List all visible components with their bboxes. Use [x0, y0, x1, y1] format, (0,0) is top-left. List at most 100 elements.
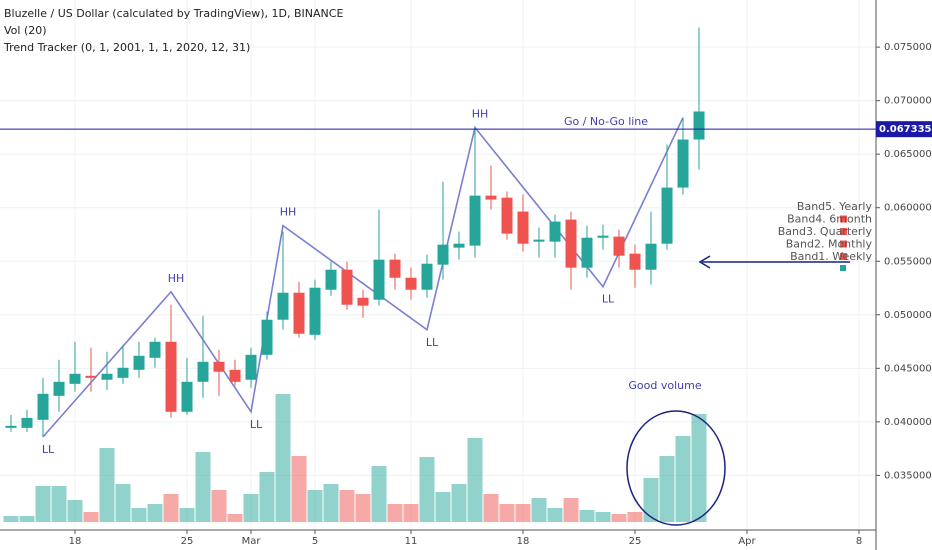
candle-body [661, 187, 673, 244]
band-swatch [840, 215, 847, 223]
pivot-label: LL [426, 336, 439, 349]
volume-bar [227, 514, 243, 522]
candle-body [69, 373, 81, 384]
volume-bar [83, 512, 99, 522]
volume-bar [643, 478, 659, 522]
volume-bar [531, 498, 547, 522]
candle-body [613, 236, 625, 256]
candle-body [197, 361, 209, 382]
candle-body [469, 195, 481, 246]
pivot-label: HH [280, 206, 297, 219]
candle-body [325, 269, 337, 290]
candle-body [181, 381, 193, 412]
x-tick-label: 25 [181, 536, 194, 547]
candle-body [389, 259, 401, 278]
go-line-price: 0.06733586 [879, 124, 932, 135]
band-legend-label: Band2. Monthly [786, 238, 873, 251]
x-tick-label: 18 [517, 536, 530, 547]
volume-bar [627, 512, 643, 522]
volume-bar [659, 456, 675, 522]
volume-bar [51, 486, 67, 522]
band-legend-label: Band3. Quarterly [778, 225, 873, 238]
candle-body [5, 425, 17, 428]
volume-bar [99, 448, 115, 522]
volume-bar [595, 512, 611, 522]
band-swatch [840, 228, 847, 235]
volume-bar [499, 504, 515, 522]
candle-body [533, 239, 545, 242]
volume-bar [19, 516, 35, 522]
band-legend-label: Band4. 6month [787, 213, 872, 226]
volume-bar [547, 508, 563, 522]
candle-body [101, 373, 113, 380]
x-tick-label: Mar [242, 536, 262, 547]
candle-body [357, 297, 369, 306]
candle-body [149, 341, 161, 358]
volume-bar [563, 498, 579, 522]
candle-body [85, 375, 97, 378]
volume-bar [371, 466, 387, 522]
volume-bar [467, 438, 483, 522]
volume-bar [403, 504, 419, 522]
volume-bar [307, 490, 323, 522]
candle-body [693, 111, 705, 140]
x-tick-label: Apr [738, 536, 756, 547]
y-tick-label: 0.07500000 [884, 42, 932, 53]
volume-pane [3, 394, 707, 522]
y-tick-label: 0.04000000 [884, 417, 932, 428]
indicator-legend: Trend Tracker (0, 1, 2001, 1, 1, 2020, 1… [3, 41, 250, 54]
band-swatch [840, 265, 846, 271]
candles [5, 27, 705, 437]
y-tick-label: 0.06500000 [884, 149, 932, 160]
go-line-price-box [876, 121, 932, 138]
arrow-head [698, 255, 711, 269]
volume-bar [115, 484, 131, 522]
x-tick-label: 8 [856, 536, 862, 547]
candle-body [117, 367, 129, 378]
candle-body [405, 277, 417, 290]
candle-body [453, 243, 465, 248]
volume-bar [131, 508, 147, 522]
candle-body [565, 219, 577, 268]
volume-bar [3, 516, 19, 522]
volume-bar [35, 486, 51, 522]
candle-body [309, 287, 321, 335]
volume-bar [147, 504, 163, 522]
candle-body [213, 361, 225, 372]
volume-bar [451, 484, 467, 522]
pivot-label: HH [168, 272, 185, 285]
band-swatch [840, 240, 847, 248]
pivot-label: LL [250, 418, 263, 431]
candle-body [293, 292, 305, 334]
candle-body [37, 393, 49, 420]
volume-bar [419, 457, 435, 522]
volume-bar [483, 494, 499, 522]
band-swatch [840, 253, 847, 260]
volume-bar [691, 414, 707, 522]
candle-body [277, 292, 289, 320]
pivot-label: HH [472, 108, 489, 121]
y-tick-label: 0.04500000 [884, 363, 932, 374]
candle-body [341, 269, 353, 305]
volume-bar [179, 508, 195, 522]
candle-body [437, 244, 449, 265]
volume-bar [339, 490, 355, 522]
volume-bar [579, 510, 595, 522]
candle-body [517, 211, 529, 244]
x-tick-label: 18 [69, 536, 82, 547]
chart-title: Bluzelle / US Dollar (calculated by Trad… [4, 7, 343, 20]
volume-bar [163, 494, 179, 522]
y-tick-label: 0.07000000 [884, 96, 932, 107]
volume-bar [275, 394, 291, 522]
candle-body [165, 341, 177, 412]
candle-body [629, 253, 641, 270]
volume-bar [387, 504, 403, 522]
x-tick-label: 5 [312, 536, 318, 547]
candle-body [21, 417, 33, 428]
volume-bar [259, 472, 275, 522]
axes: 0.03500000 0.04000000 0.04500000 0.05000000… [69, 42, 932, 547]
band-legend-label: Band1. Weekly [790, 250, 872, 263]
volume-bar [195, 452, 211, 522]
